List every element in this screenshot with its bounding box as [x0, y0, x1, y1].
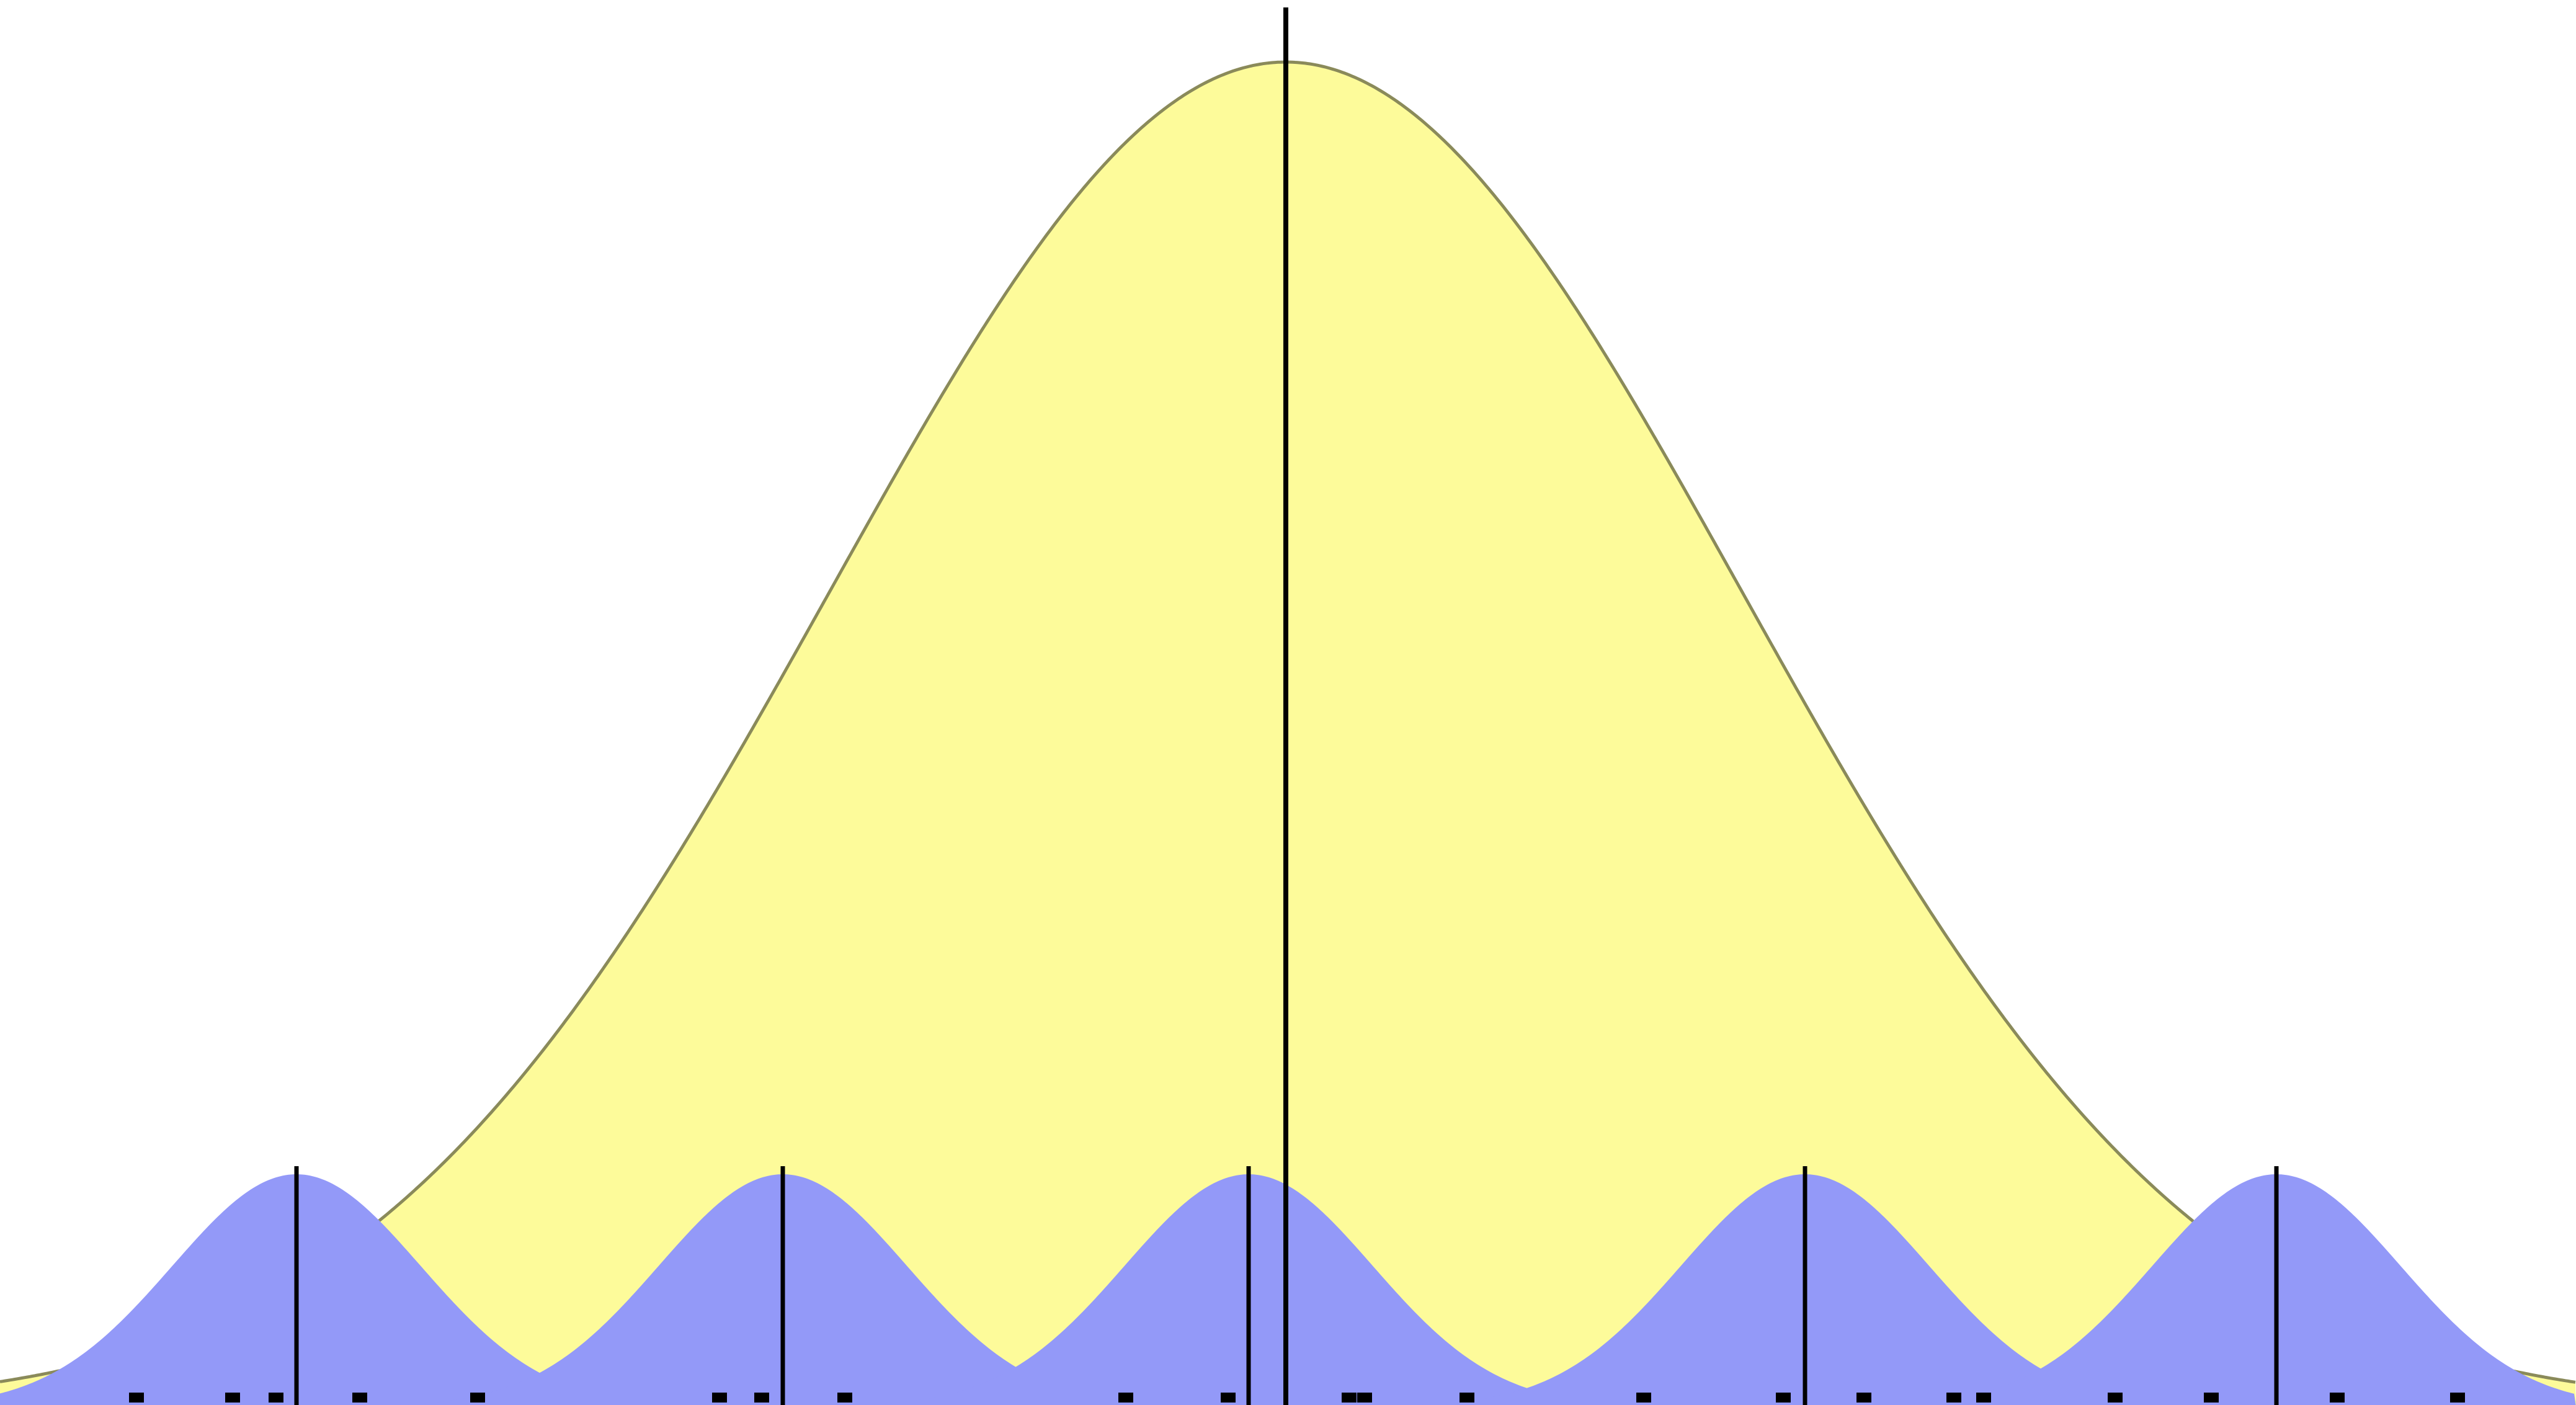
sample-point [2204, 1393, 2219, 1403]
sample-point [352, 1393, 367, 1403]
sample-point [129, 1393, 144, 1403]
sample-point [225, 1393, 240, 1403]
sample-point [1460, 1393, 1474, 1403]
sample-point [1221, 1393, 1236, 1403]
sample-point [1976, 1393, 1991, 1403]
sample-point [269, 1393, 283, 1403]
sample-point [1636, 1393, 1651, 1403]
narrow-distribution-1 [0, 1174, 682, 1405]
sample-point [470, 1393, 485, 1403]
sample-point [2450, 1393, 2465, 1403]
sample-point [1342, 1393, 1357, 1403]
sample-point [1856, 1393, 1871, 1403]
sample-point [1118, 1393, 1133, 1403]
mean-lines [294, 7, 2279, 1405]
sample-point [712, 1393, 727, 1403]
narrow-distribution-5 [1891, 1174, 2576, 1405]
sample-point [1776, 1393, 1791, 1403]
sample-point [2108, 1393, 2123, 1403]
sample-point [1946, 1393, 1961, 1403]
sample-point [2330, 1393, 2345, 1403]
sample-point [1357, 1393, 1372, 1403]
sample-point [754, 1393, 769, 1403]
sample-points [129, 1393, 2465, 1403]
sample-point [837, 1393, 852, 1403]
